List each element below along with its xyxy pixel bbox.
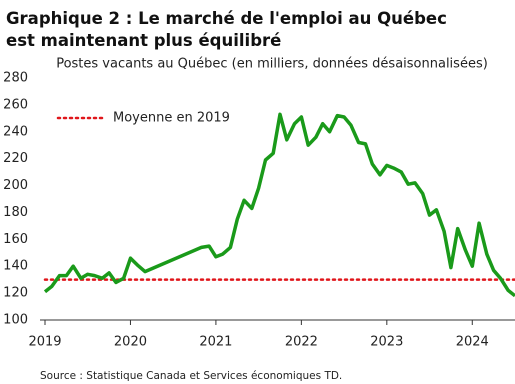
chart-subtitle: Postes vacants au Québec (en milliers, d… [56,57,488,72]
legend-label: Moyenne en 2019 [113,111,230,126]
y-tick-label: 100 [3,313,28,328]
y-tick-label: 260 [3,97,28,112]
y-tick-label: 180 [3,205,28,220]
source: Source : Statistique Canada et Services … [40,370,342,382]
x-tick-label: 2019 [28,335,61,350]
x-tick-label: 2021 [199,335,232,350]
y-tick-label: 120 [3,286,28,301]
y-tick-label: 220 [3,151,28,166]
x-tick-label: 2022 [285,335,318,350]
y-tick-label: 160 [3,232,28,247]
y-tick-label: 200 [3,178,28,193]
y-tick-label: 240 [3,124,28,139]
chart-title: Graphique 2 : Le marché de l'emploi au Q… [6,9,447,50]
y-tick-label: 140 [3,259,28,274]
x-tick-label: 2020 [114,335,147,350]
x-tick-label: 2024 [456,335,489,350]
y-tick-label: 280 [3,71,28,86]
data-line [43,112,515,298]
x-tick-label: 2023 [370,335,403,350]
